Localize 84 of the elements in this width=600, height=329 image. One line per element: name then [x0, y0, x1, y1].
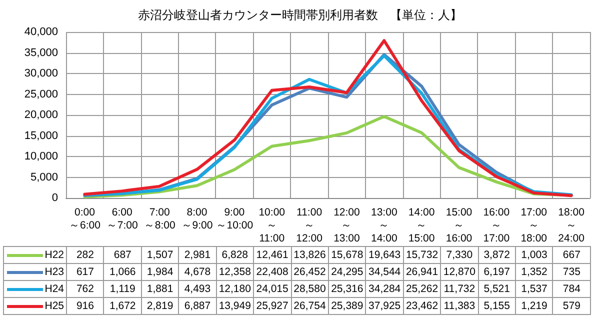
- data-label: 12,870: [440, 264, 478, 280]
- x-tick-label: 7:00～8:00: [144, 206, 176, 232]
- legend-label: H23: [4, 264, 66, 280]
- data-label: 5,155: [478, 298, 516, 314]
- data-label: 25,316: [328, 280, 366, 298]
- x-tick-label: 16:00～17:00: [483, 206, 510, 244]
- data-label: 13,949: [216, 298, 254, 314]
- data-label: 2,819: [141, 298, 179, 314]
- data-label: 1,219: [516, 298, 553, 314]
- x-tick-label: 17:00～18:00: [520, 206, 548, 244]
- y-tick-label: 25,000: [24, 88, 58, 100]
- data-label: 6,197: [478, 264, 516, 280]
- data-label: 579: [552, 298, 590, 314]
- legend-label: H25: [4, 298, 66, 314]
- data-label: 25,389: [328, 298, 366, 314]
- x-tick-label: 13:00～14:00: [371, 206, 398, 244]
- data-label: 687: [104, 246, 142, 264]
- x-tick-label: 9:00～10:00: [216, 206, 254, 232]
- data-label: 11,383: [440, 298, 478, 314]
- data-label: 12,358: [216, 264, 254, 280]
- data-label: 26,754: [291, 298, 328, 314]
- data-label: 11,732: [440, 280, 478, 298]
- y-tick-label: 10,000: [24, 150, 58, 162]
- data-label: 24,295: [328, 264, 366, 280]
- data-label: 6,828: [216, 246, 254, 264]
- data-label: 34,544: [366, 264, 404, 280]
- data-label: 28,580: [291, 280, 328, 298]
- data-label: 1,003: [516, 246, 553, 264]
- x-tick-label: 6:00～7:00: [106, 206, 138, 232]
- y-tick-label: 5,000: [30, 171, 58, 184]
- data-label: 19,643: [366, 246, 404, 264]
- data-label: 1,352: [516, 264, 553, 280]
- x-tick-label: 18:00～24:00: [558, 206, 585, 244]
- data-label: 26,452: [291, 264, 328, 280]
- y-tick-label: 40,000: [24, 26, 58, 38]
- y-tick-label: 15,000: [24, 130, 58, 142]
- data-label: 1,672: [104, 298, 142, 314]
- x-tick-label: 10:00～11:00: [258, 206, 286, 244]
- data-label: 37,925: [366, 298, 404, 314]
- chart-title: 赤沼分岐登山者カウンター時間帯別利用者数 【単位：人】: [138, 8, 462, 22]
- data-label: 1,537: [516, 280, 553, 298]
- data-label: 1,119: [104, 280, 142, 298]
- y-tick-label: 0: [52, 192, 58, 204]
- data-label: 25,927: [254, 298, 292, 314]
- x-tick-label: 11:00～12:00: [296, 206, 323, 244]
- data-label: 34,284: [366, 280, 404, 298]
- x-tick-label: 12:00～13:00: [334, 206, 360, 244]
- data-label: 3,872: [478, 246, 516, 264]
- data-label: 15,732: [403, 246, 441, 264]
- y-tick-label: 35,000: [24, 46, 58, 59]
- data-label: 6,887: [178, 298, 216, 314]
- data-label: 13,826: [291, 246, 328, 264]
- data-label: 2,981: [178, 246, 216, 264]
- data-label: 4,493: [178, 280, 216, 298]
- data-label: 25,262: [403, 280, 441, 298]
- data-label: 5,521: [478, 280, 516, 298]
- y-tick-label: 20,000: [24, 109, 58, 121]
- data-label: 282: [66, 246, 104, 264]
- legend-label: H22: [4, 246, 66, 264]
- data-label: 24,015: [254, 280, 292, 298]
- data-label: 762: [66, 280, 104, 298]
- data-label: 1,984: [141, 264, 179, 280]
- data-label: 26,941: [403, 264, 441, 280]
- data-label: 22,408: [254, 264, 292, 280]
- data-label: 1,881: [141, 280, 179, 298]
- data-label: 7,330: [440, 246, 478, 264]
- data-label: 4,678: [178, 264, 216, 280]
- data-label: 735: [552, 264, 590, 280]
- data-label: 784: [552, 280, 590, 298]
- data-label: 1,066: [104, 264, 142, 280]
- data-label: 12,180: [216, 280, 254, 298]
- data-label: 667: [552, 246, 590, 264]
- data-label: 916: [66, 298, 104, 314]
- data-label: 23,462: [403, 298, 441, 314]
- data-label: 15,678: [328, 246, 366, 264]
- x-tick-label: 0:00～6:00: [68, 206, 101, 232]
- legend-label: H24: [4, 280, 66, 298]
- y-tick-label: 30,000: [24, 68, 58, 80]
- x-tick-label: 8:00～9:00: [181, 206, 213, 232]
- x-tick-label: 15:00～16:00: [446, 206, 472, 244]
- x-tick-label: 14:00～15:00: [408, 206, 435, 244]
- data-label: 617: [66, 264, 104, 280]
- data-label: 12,461: [254, 246, 292, 264]
- data-label: 1,507: [141, 246, 179, 264]
